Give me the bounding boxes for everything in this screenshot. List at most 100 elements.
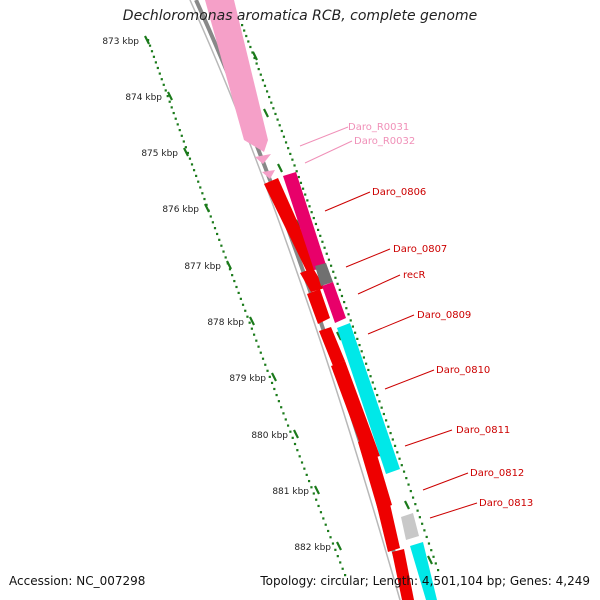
kbp-tick [293,429,299,439]
track-dot [400,464,403,467]
gene-label: Daro_0806 [372,187,426,198]
track-dot [263,84,267,87]
rrna-feature-r0032 [255,154,271,164]
cds-forward-gray [315,263,333,286]
track-dot [434,562,437,565]
track-dot [201,192,204,195]
track-dot [231,274,234,277]
track-dot [351,325,355,328]
track-dot [248,321,251,324]
cds-forward-magenta [283,172,327,270]
label-leaders [299,126,478,519]
gene-label: recR [403,270,426,281]
track-dot [216,232,219,236]
track-dot [423,529,426,532]
track-dot [340,294,344,298]
track-dot [243,29,246,32]
track-dot [249,45,252,49]
track-dot [421,522,424,525]
track-dot [314,222,318,226]
kbp-label: 882 kbp [294,543,331,553]
track-dot [312,492,315,495]
track-dot [378,400,381,403]
track-dot [266,369,269,372]
track-dot [398,457,401,460]
track-dot [416,509,419,512]
track-dot [164,89,167,92]
rrna-feature-r0031 [205,0,268,152]
track-dot [182,140,185,143]
track-dot [154,61,157,64]
kbp-tick [226,260,232,270]
cds-reverse-0813 [392,549,414,600]
outer-tick [404,500,410,510]
track-dot [325,252,328,255]
track-dot [265,90,269,93]
track-dot [303,467,306,470]
track-dot [218,238,221,241]
track-dot [280,129,283,133]
track-dot [293,164,296,167]
track-dot [188,157,192,160]
track-dot [347,313,350,316]
gene-label: Daro_0813 [479,498,533,509]
track-dot [289,152,292,156]
track-dot [334,548,337,551]
track-dot [178,128,181,132]
gene-features [205,0,437,600]
track-dot [224,256,227,259]
kbp-tick [336,541,342,551]
track-dot [280,406,283,409]
track-dot [192,169,196,172]
cds-reverse-recr [307,289,330,324]
track-dot [411,496,415,499]
track-dot [341,567,344,570]
track-dot [273,387,276,391]
track-dot [327,529,330,533]
cds-forward-cyan-2 [410,542,437,600]
track-dot [170,106,173,109]
label-leader [304,140,353,164]
track-dot [343,300,346,304]
track-dot [310,211,313,214]
track-dot [276,118,279,121]
track-dot [331,542,335,545]
track-dot [387,425,390,428]
track-dot [336,555,339,558]
label-leader [429,502,478,519]
track-dot [174,117,177,120]
track-dot [162,83,165,86]
track-dot [247,40,250,43]
track-dot [272,107,275,110]
track-dot [220,244,223,247]
track-dot [382,412,385,416]
label-leader [384,369,435,390]
track-dot [409,489,412,493]
track-dot [150,50,154,53]
track-dot [365,362,368,365]
cds-reverse-0812 [372,482,400,552]
outer-tick-track [241,24,440,572]
track-dot [190,163,194,166]
track-dot [211,221,214,224]
track-dot [305,473,308,476]
kbp-tick [167,91,173,101]
outer-tick [252,51,258,61]
kbp-tick [271,372,277,382]
track-dot [358,343,361,347]
track-dot [172,111,175,115]
track-dot [241,24,244,27]
label-leader [345,248,391,268]
track-dot [259,73,262,76]
track-dot [432,555,435,558]
track-dot [297,175,300,179]
track-dot [197,180,200,183]
track-dot [261,79,264,82]
kbp-label: 876 kbp [162,205,199,215]
kbp-tick [144,35,150,45]
track-dot [255,62,258,65]
track-dot [430,549,433,552]
track-dot [209,215,212,218]
cds-reverse-0810 [331,361,380,460]
kbp-label: 878 kbp [207,318,244,328]
